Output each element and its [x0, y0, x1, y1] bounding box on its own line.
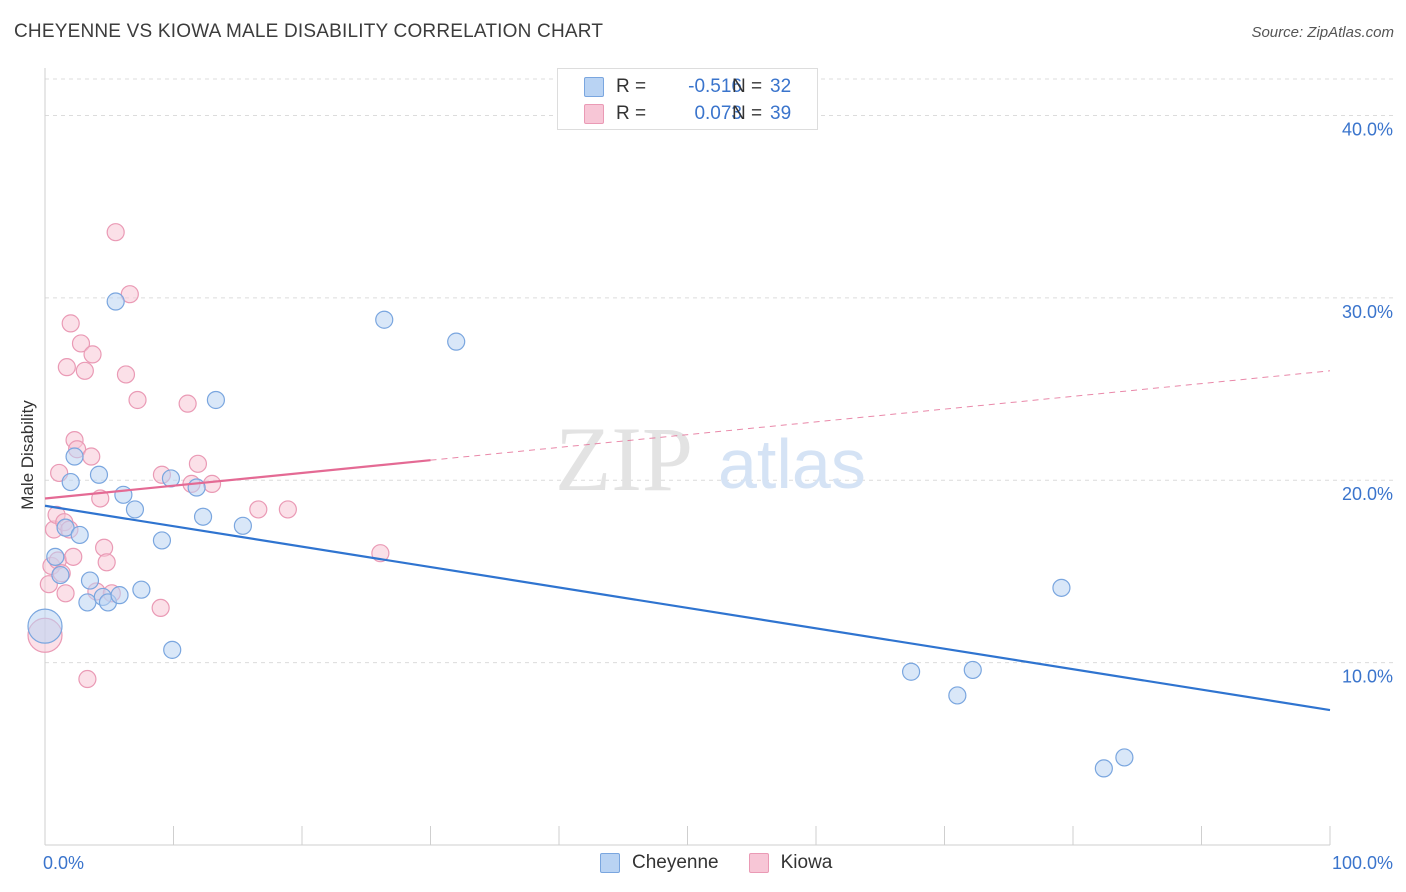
- kiowa-trend-line-dashed: [430, 370, 1331, 461]
- cheyenne-r-value: -0.516: [688, 76, 742, 97]
- x-tick-label: 100.0%: [1332, 853, 1393, 873]
- cheyenne-point: [46, 547, 65, 566]
- cheyenne-points: [27, 292, 1134, 778]
- kiowa-point: [78, 669, 97, 689]
- kiowa-point: [202, 474, 222, 493]
- cheyenne-point: [1094, 759, 1113, 778]
- tick-label-layer: 10.0% 20.0% 30.0% 40.0% 0.0% 100.0%: [43, 119, 1393, 873]
- cheyenne-point: [80, 571, 100, 590]
- kiowa-point: [128, 390, 147, 410]
- cheyenne-n-value: 32: [770, 76, 792, 97]
- cheyenne-point: [78, 593, 97, 612]
- kiowa-point: [116, 365, 136, 384]
- legend-item-kiowa[interactable]: Kiowa: [748, 852, 833, 874]
- trend-layer: [44, 370, 1331, 712]
- kiowa-n-label: N =: [732, 103, 763, 124]
- kiowa-point: [82, 447, 101, 466]
- kiowa-point: [75, 361, 94, 380]
- cheyenne-point: [1052, 578, 1071, 597]
- cheyenne-point: [447, 332, 466, 351]
- cheyenne-point: [1115, 748, 1134, 767]
- cheyenne-point: [963, 660, 982, 680]
- kiowa-point: [278, 500, 297, 519]
- kiowa-swatch: [584, 104, 604, 124]
- y-tick-label: 20.0%: [1342, 484, 1393, 504]
- cheyenne-point: [375, 310, 394, 329]
- cheyenne-point: [132, 580, 151, 599]
- cheyenne-r-label: R =: [616, 76, 647, 97]
- cheyenne-point: [193, 507, 213, 526]
- cheyenne-point: [70, 525, 89, 545]
- legend-item-cheyenne[interactable]: Cheyenne: [600, 852, 719, 874]
- kiowa-point: [249, 500, 268, 519]
- cheyenne-point: [114, 485, 133, 504]
- legend-kiowa-swatch: [748, 853, 769, 873]
- cheyenne-point: [51, 565, 70, 585]
- cheyenne-point: [233, 516, 252, 535]
- axis-layer: [44, 68, 1331, 846]
- kiowa-point: [61, 314, 80, 333]
- cheyenne-point: [106, 292, 125, 311]
- kiowa-point: [120, 285, 139, 304]
- legend-cheyenne-label: Cheyenne: [632, 852, 719, 873]
- legend-cheyenne-swatch: [600, 853, 620, 873]
- cheyenne-point: [110, 586, 129, 605]
- cheyenne-point: [27, 608, 63, 644]
- kiowa-trend-line: [44, 459, 431, 500]
- kiowa-point: [56, 584, 75, 603]
- stats-row-cheyenne: R = -0.516 N = 32: [584, 74, 824, 100]
- watermark: ZIP atlas: [555, 408, 866, 510]
- kiowa-point: [71, 334, 91, 353]
- cheyenne-point: [152, 531, 172, 550]
- source-label: Source: ZipAtlas.com: [1251, 24, 1394, 41]
- chart-title: CHEYENNE VS KIOWA MALE DISABILITY CORREL…: [14, 21, 604, 42]
- cheyenne-point: [125, 500, 145, 519]
- watermark-zip: ZIP: [555, 408, 693, 510]
- kiowa-point: [97, 553, 116, 572]
- cheyenne-point: [89, 465, 109, 484]
- cheyenne-point: [61, 472, 80, 492]
- watermark-atlas: atlas: [718, 425, 866, 503]
- y-tick-label: 30.0%: [1342, 302, 1393, 322]
- cheyenne-point: [901, 662, 921, 681]
- cheyenne-n-label: N =: [732, 76, 763, 97]
- y-tick-label: 40.0%: [1342, 119, 1393, 139]
- kiowa-point: [57, 358, 76, 377]
- kiowa-point: [64, 547, 83, 566]
- cheyenne-point: [163, 640, 182, 659]
- kiowa-r-label: R =: [616, 103, 647, 124]
- cheyenne-trend-line: [44, 504, 1331, 712]
- grid-layer: [45, 78, 1393, 664]
- cheyenne-point: [948, 686, 967, 705]
- kiowa-point: [178, 394, 197, 413]
- cheyenne-point: [187, 478, 206, 497]
- x-tick-label: 0.0%: [43, 853, 84, 873]
- cheyenne-point: [206, 390, 226, 410]
- stats-legend-box: R = -0.516 N = 32 R = 0.073 N = 39: [557, 68, 818, 130]
- stats-row-kiowa: R = 0.073 N = 39: [584, 101, 824, 127]
- kiowa-r-value: 0.073: [694, 103, 742, 124]
- kiowa-point: [83, 345, 102, 364]
- cheyenne-point: [65, 447, 84, 466]
- kiowa-n-value: 39: [770, 103, 792, 124]
- kiowa-point: [151, 598, 170, 618]
- chart-legend: Cheyenne Kiowa: [600, 852, 862, 874]
- kiowa-point: [106, 223, 125, 242]
- cheyenne-point: [56, 518, 75, 537]
- y-tick-label: 10.0%: [1342, 667, 1393, 687]
- legend-kiowa-label: Kiowa: [780, 852, 833, 873]
- kiowa-point: [188, 454, 208, 473]
- cheyenne-swatch: [584, 77, 604, 97]
